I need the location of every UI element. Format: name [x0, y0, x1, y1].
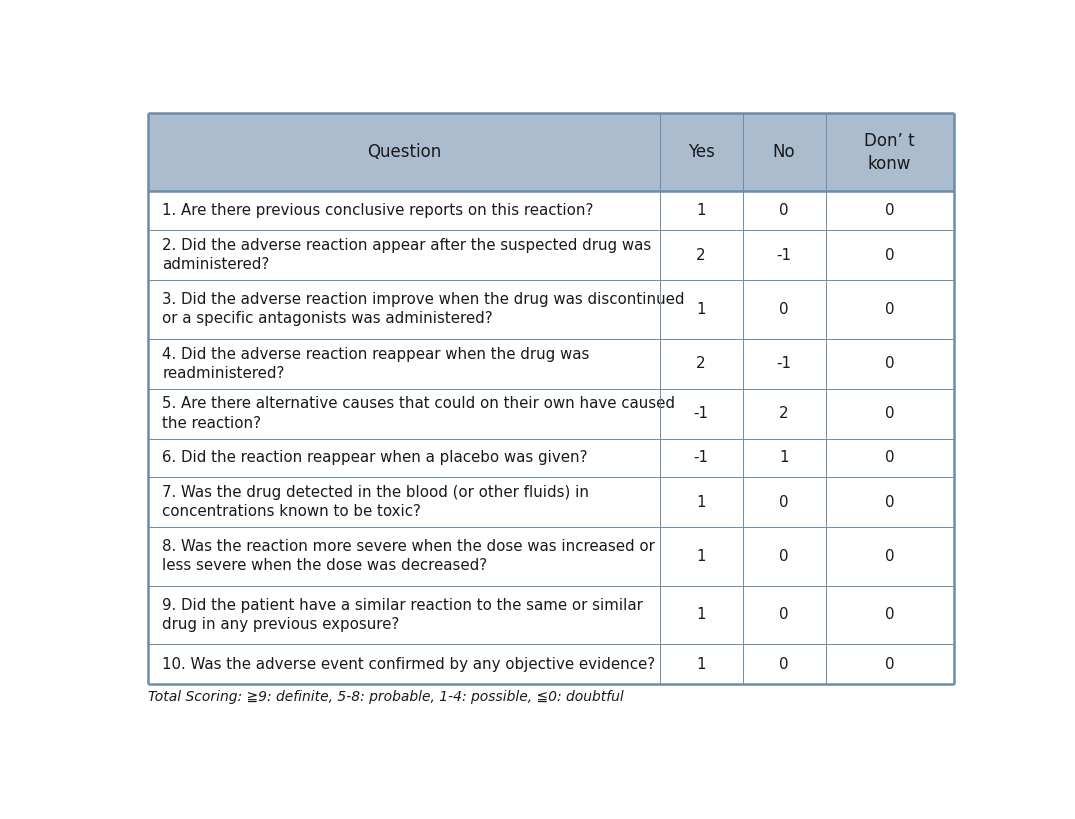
Text: -1: -1	[693, 406, 708, 421]
Text: -1: -1	[776, 356, 791, 371]
Text: 0: 0	[885, 356, 894, 371]
Text: 0: 0	[779, 608, 789, 622]
Text: 0: 0	[885, 450, 894, 465]
Text: Total Scoring: ≧9: definite, 5-8: probable, 1-4: possible, ≦0: doubtful: Total Scoring: ≧9: definite, 5-8: probab…	[148, 690, 625, 704]
Text: 0: 0	[885, 203, 894, 219]
Text: 7. Was the drug detected in the blood (or other fluids) in
concentrations known : 7. Was the drug detected in the blood (o…	[162, 485, 589, 519]
Bar	[148, 527, 954, 586]
Text: 3. Did the adverse reaction improve when the drug was discontinued
or a specific: 3. Did the adverse reaction improve when…	[162, 292, 685, 327]
Text: 1: 1	[779, 450, 789, 465]
Text: 4. Did the adverse reaction reappear when the drug was
readministered?: 4. Did the adverse reaction reappear whe…	[162, 346, 590, 381]
Text: 1. Are there previous conclusive reports on this reaction?: 1. Are there previous conclusive reports…	[162, 203, 593, 219]
Bar	[148, 280, 954, 338]
Text: 1: 1	[697, 495, 706, 509]
Text: 0: 0	[885, 406, 894, 421]
Bar	[148, 388, 954, 438]
Text: -1: -1	[693, 450, 708, 465]
Text: 1: 1	[697, 657, 706, 672]
Text: No: No	[773, 143, 796, 161]
Text: 10. Was the adverse event confirmed by any objective evidence?: 10. Was the adverse event confirmed by a…	[162, 657, 656, 672]
Text: 5. Are there alternative causes that could on their own have caused
the reaction: 5. Are there alternative causes that cou…	[162, 396, 675, 431]
Text: 0: 0	[779, 657, 789, 672]
Text: 8. Was the reaction more severe when the dose was increased or
less severe when : 8. Was the reaction more severe when the…	[162, 539, 655, 573]
Text: 1: 1	[697, 302, 706, 317]
Bar	[148, 477, 954, 527]
Text: 2: 2	[697, 356, 706, 371]
Text: 0: 0	[885, 247, 894, 263]
Bar	[148, 338, 954, 388]
Text: 0: 0	[885, 657, 894, 672]
Text: Question: Question	[367, 143, 441, 161]
Text: 0: 0	[779, 203, 789, 219]
Text: 0: 0	[779, 495, 789, 509]
Text: 0: 0	[885, 608, 894, 622]
Text: 1: 1	[697, 608, 706, 622]
Bar	[148, 645, 954, 684]
Text: 0: 0	[779, 549, 789, 564]
Text: Don’ t
konw: Don’ t konw	[864, 132, 915, 173]
Text: 9. Did the patient have a similar reaction to the same or similar
drug in any pr: 9. Did the patient have a similar reacti…	[162, 598, 643, 632]
Text: 1: 1	[697, 203, 706, 219]
Text: 6. Did the reaction reappear when a placebo was given?: 6. Did the reaction reappear when a plac…	[162, 450, 588, 465]
Bar	[148, 230, 954, 280]
Text: 2: 2	[697, 247, 706, 263]
Bar	[148, 113, 954, 192]
Bar	[148, 586, 954, 645]
Text: -1: -1	[776, 247, 791, 263]
Bar	[148, 192, 954, 230]
Text: 0: 0	[885, 302, 894, 317]
Text: 2: 2	[779, 406, 789, 421]
Text: Yes: Yes	[688, 143, 715, 161]
Text: 2. Did the adverse reaction appear after the suspected drug was
administered?: 2. Did the adverse reaction appear after…	[162, 238, 651, 272]
Text: 0: 0	[779, 302, 789, 317]
Bar	[148, 438, 954, 477]
Text: 1: 1	[697, 549, 706, 564]
Text: 0: 0	[885, 495, 894, 509]
Text: 0: 0	[885, 549, 894, 564]
